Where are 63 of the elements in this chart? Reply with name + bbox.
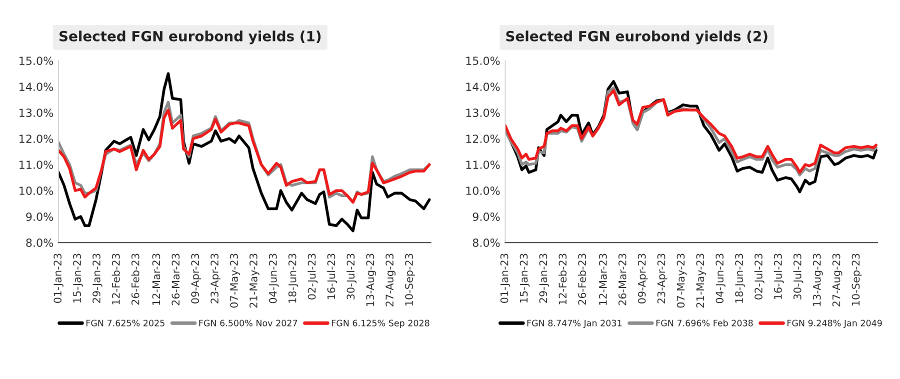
y-tick-label: 10.0% [20,186,54,195]
y-tick-label: 15.0% [466,56,500,66]
y-tick-label: 15.0% [20,56,54,66]
x-tick-label: 10-Sep-23 [852,254,862,306]
x-tick-label: 12-Feb-23 [558,254,567,304]
x-tick-label: 13-Aug-23 [366,254,376,306]
x-tick-label: 15-Jan-23 [73,254,83,303]
y-tick-label: 11.0% [466,160,500,169]
x-tick-label: 04-Jun-23 [716,254,726,304]
x-tick-label: 09-Apr-23 [191,254,202,304]
x-tick-label: 30-Jul-23 [346,254,357,300]
x-tick-label: 29-Jan-23 [92,254,102,303]
x-tick-label: 15-Jan-23 [520,254,530,303]
x-tick-label: 26-Mar-23 [618,254,626,306]
x-tick-label: 12-Mar-23 [152,254,160,305]
x-tick-label: 01-Jan-23 [54,254,64,303]
x-tick-label: 23-Apr-23 [657,254,668,304]
x-tick-label: 30-Jul-23 [793,254,804,300]
x-tick-label: 18-Jun-23 [288,254,298,303]
x-tick-label: 12-Feb-23 [112,254,120,304]
legend-label: FGN 9.248% Jan 2049 [788,320,882,328]
legend-label: FGN 7.696% Feb 2038 [656,320,753,326]
x-tick-label: 02-Jul-23 [308,254,318,300]
y-tick-label: 14.0% [466,82,500,92]
legend-label: FGN 6.125% Sep 2028 [332,320,430,328]
x-tick-label: 21-May-23 [696,254,706,308]
x-tick-label: 07-May-23 [230,254,240,308]
x-tick-label: 12-Mar-23 [598,254,607,305]
x-tick-label: 07-May-23 [676,254,687,308]
legend-label: FGN 6.500% Nov 2027 [199,320,298,326]
x-tick-label: 18-Jun-23 [735,254,745,303]
y-tick-label: 9.0% [472,212,500,221]
y-tick-label: 13.0% [466,108,500,117]
x-tick-label: 04-Jun-23 [268,254,279,304]
y-tick-label: 13.0% [20,108,54,117]
x-tick-label: 27-Aug-23 [386,254,396,306]
y-tick-label: 12.0% [466,134,500,143]
chart-title: Selected FGN eurobond yields (1) [59,30,321,44]
x-tick-label: 13-Aug-23 [812,254,823,306]
legend-label: FGN 7.625% 2025 [86,320,164,326]
x-tick-label: 29-Jan-23 [539,254,550,303]
x-tick-label: 23-Apr-23 [210,254,221,304]
x-tick-label: 27-Aug-23 [832,254,842,306]
x-tick-label: 16-Jul-23 [774,254,784,300]
x-tick-label: 26-Mar-23 [172,254,180,306]
line-series [58,72,431,232]
x-tick-label: 10-Sep-23 [405,254,415,306]
y-tick-label: 14.0% [20,82,54,92]
x-tick-label: 02-Jul-23 [754,254,764,300]
x-tick-label: 09-Apr-23 [638,254,648,304]
y-tick-label: 10.0% [466,186,500,195]
x-tick-label: 16-Jul-23 [327,254,338,300]
x-tick-label: 26-Feb-23 [131,254,140,305]
x-tick-label: 21-May-23 [250,254,260,308]
legend-label: FGN 8.747% Jan 2031 [527,320,622,328]
y-tick-label: 9.0% [26,212,54,221]
chart-title: Selected FGN eurobond yields (2) [506,30,768,44]
y-tick-label: 12.0% [20,134,54,143]
y-tick-label: 11.0% [20,160,54,169]
x-tick-label: 01-Jan-23 [500,254,510,303]
y-tick-label: 8.0% [26,238,54,247]
y-tick-label: 8.0% [472,238,500,247]
x-tick-label: 26-Feb-23 [578,254,586,305]
